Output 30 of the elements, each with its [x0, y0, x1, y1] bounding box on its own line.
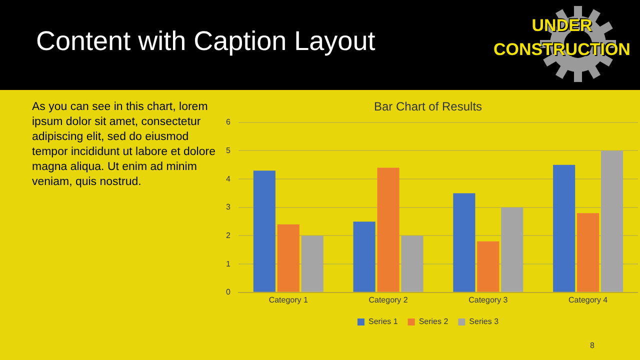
y-tick-label: 6: [226, 118, 231, 127]
bar: [453, 193, 476, 292]
bar: [577, 213, 600, 292]
text: 8: [590, 341, 594, 350]
bar: [501, 207, 524, 292]
x-tick-label: Category 1: [268, 295, 309, 304]
y-tick-label: 4: [226, 174, 231, 184]
bar: [353, 222, 376, 292]
bar: [401, 236, 424, 292]
text: As you can see in this chart, lorem ipsum dolor sit amet, consectetur adipiscing elit, sed do eiusmod tempor incididunt ut labore et dolore magna aliqua. Ut enim ad minim veniam, quis nostrud.: [32, 100, 216, 190]
y-tick-label: 0: [226, 288, 231, 297]
y-tick-label: 3: [226, 202, 231, 212]
bar: [377, 168, 400, 292]
y-tick-label: 1: [226, 259, 231, 268]
bar: [601, 150, 624, 292]
y-tick-label: 2: [226, 230, 231, 240]
x-tick-label: Category 3: [468, 295, 508, 304]
legend-label: Series 2: [418, 317, 449, 326]
x-tick-label: Category 2: [368, 295, 408, 304]
text: Content with Caption Layout: [36, 26, 376, 57]
bar: [553, 164, 576, 292]
bar: [253, 170, 276, 292]
y-tick-label: 5: [226, 146, 231, 155]
bar: [277, 224, 300, 292]
x-tick-label: Category 4: [568, 295, 608, 304]
legend-label: Series 1: [368, 317, 398, 326]
legend-label: Series 3: [469, 317, 500, 326]
bar: [477, 241, 500, 292]
bar: [301, 236, 324, 292]
chart-title: Bar Chart of Results: [374, 100, 482, 114]
